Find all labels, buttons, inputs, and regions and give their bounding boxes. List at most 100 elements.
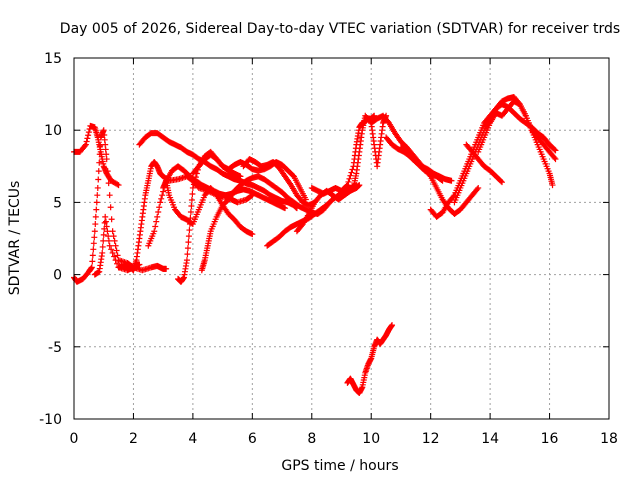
data-point-marker	[346, 175, 353, 182]
data-point-marker	[552, 156, 559, 163]
data-point-marker	[188, 196, 195, 203]
data-point-marker	[111, 253, 118, 260]
data-point-marker	[551, 146, 558, 153]
data-point-marker	[112, 242, 119, 249]
data-point-marker	[104, 228, 111, 235]
data-point-marker	[109, 249, 116, 256]
x-tick-label: 4	[188, 431, 197, 447]
x-tick-label: 6	[248, 431, 257, 447]
series-sat-w	[344, 322, 396, 397]
data-point-marker	[91, 228, 98, 235]
data-point-marker	[108, 246, 115, 253]
data-point-marker	[249, 231, 256, 238]
data-point-marker	[96, 151, 103, 158]
data-point-marker	[237, 173, 244, 180]
data-point-marker	[188, 203, 195, 210]
data-point-marker	[95, 176, 102, 183]
data-point-marker	[100, 231, 107, 238]
data-point-marker	[89, 258, 96, 265]
data-point-marker	[106, 192, 113, 199]
data-point-marker	[93, 199, 100, 206]
data-point-marker	[552, 147, 559, 154]
data-point-marker	[184, 245, 191, 252]
data-point-marker	[156, 204, 163, 211]
data-point-marker	[85, 132, 92, 139]
data-point-marker	[184, 251, 191, 258]
data-point-marker	[185, 239, 192, 246]
data-point-marker	[157, 199, 164, 206]
data-point-marker	[189, 184, 196, 191]
data-point-marker	[389, 322, 396, 329]
data-point-marker	[114, 252, 121, 259]
data-point-marker	[153, 218, 160, 225]
data-point-marker	[187, 215, 194, 222]
data-point-marker	[186, 221, 193, 228]
x-axis-label: GPS time / hours	[281, 458, 398, 474]
x-tick-label: 16	[541, 431, 559, 447]
data-point-marker	[105, 180, 112, 187]
data-point-marker	[89, 252, 96, 259]
data-point-marker	[114, 260, 121, 267]
data-point-marker	[104, 168, 111, 175]
series-sat-v	[463, 141, 505, 186]
data-point-marker	[100, 237, 107, 244]
x-tick-label: 0	[70, 431, 79, 447]
data-point-marker	[99, 243, 106, 250]
data-point-marker	[450, 193, 457, 200]
data-point-marker	[82, 141, 89, 148]
y-tick-label: -10	[39, 412, 62, 428]
data-point-marker	[345, 178, 352, 185]
data-point-marker	[343, 183, 350, 190]
data-point-marker	[191, 177, 198, 184]
data-point-marker	[81, 142, 88, 149]
data-point-marker	[106, 242, 113, 249]
y-tick-label: 15	[44, 51, 62, 67]
data-point-marker	[152, 223, 159, 230]
data-point-marker	[474, 186, 481, 193]
y-tick-label: 0	[53, 268, 62, 284]
data-point-marker	[97, 142, 104, 149]
axis-ticks: 0 2 4 6 8 10 12 14 16 18 -10 -5 0 5 10 15	[39, 51, 618, 447]
data-point-marker	[183, 257, 190, 264]
data-point-marker	[356, 182, 363, 189]
series-sat-r	[397, 144, 446, 184]
series-sat-e	[136, 130, 300, 212]
data-point-marker	[110, 233, 117, 240]
data-point-marker	[94, 184, 101, 191]
data-point-marker	[448, 177, 455, 184]
data-point-marker	[190, 181, 197, 188]
data-point-marker	[95, 168, 102, 175]
data-point-marker	[88, 264, 95, 271]
data-point-marker	[91, 234, 98, 241]
data-point-marker	[84, 135, 91, 142]
data-point-marker	[154, 213, 161, 220]
data-point-marker	[551, 154, 558, 161]
data-point-marker	[93, 206, 100, 213]
data-point-marker	[85, 129, 92, 136]
data-point-marker	[371, 112, 378, 119]
data-point-marker	[102, 218, 109, 225]
data-point-marker	[90, 240, 97, 247]
data-point-marker	[92, 213, 99, 220]
data-point-marker	[112, 257, 119, 264]
data-point-marker	[192, 174, 199, 181]
data-point-marker	[348, 169, 355, 176]
data-series	[71, 93, 559, 397]
data-point-marker	[347, 172, 354, 179]
y-tick-label: -5	[48, 340, 62, 356]
data-point-marker	[158, 195, 165, 202]
data-point-marker	[99, 249, 106, 256]
series-sat-b	[71, 127, 170, 285]
series-sat-u	[475, 98, 559, 163]
data-point-marker	[438, 177, 445, 184]
data-point-marker	[90, 246, 97, 253]
data-point-marker	[189, 190, 196, 197]
x-tick-label: 2	[129, 431, 138, 447]
data-point-marker	[499, 179, 505, 186]
data-point-marker	[103, 156, 110, 163]
data-point-marker	[105, 233, 112, 240]
data-point-marker	[109, 228, 116, 235]
data-point-marker	[344, 182, 351, 189]
